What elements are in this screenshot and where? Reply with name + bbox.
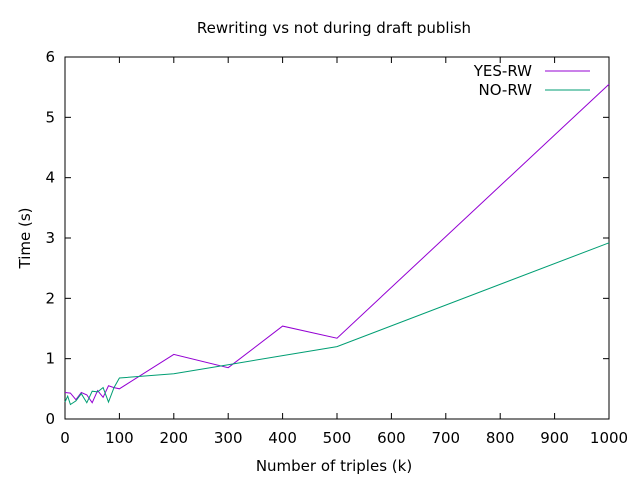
y-tick-label: 0: [45, 410, 55, 428]
x-tick-label: 600: [377, 429, 406, 447]
x-tick-label: 800: [486, 429, 515, 447]
x-tick-label: 300: [214, 429, 243, 447]
y-tick-label: 6: [45, 48, 55, 66]
plot-frame: [64, 56, 610, 420]
x-tick-label: 400: [268, 429, 297, 447]
x-tick-label: 100: [105, 429, 134, 447]
legend-label: NO-RW: [478, 81, 532, 99]
y-tick-label: 1: [45, 350, 55, 368]
series-line-yes-rw: [64, 83, 610, 404]
x-tick-label: 900: [540, 429, 569, 447]
y-tick-label: 4: [45, 169, 55, 187]
y-axis-label: Time (s): [16, 208, 34, 270]
x-tick-label: 200: [159, 429, 188, 447]
x-tick-label: 500: [323, 429, 352, 447]
y-tick-label: 2: [45, 289, 55, 307]
series-line-no-rw: [64, 242, 610, 406]
y-tick-label: 3: [45, 229, 55, 247]
series-layer: [64, 83, 610, 406]
chart-title: Rewriting vs not during draft publish: [197, 19, 471, 37]
x-tick-label: 700: [431, 429, 460, 447]
y-tick-label: 5: [45, 108, 55, 126]
x-tick-label: 0: [60, 429, 70, 447]
legend-label: YES-RW: [473, 62, 532, 80]
x-axis-label: Number of triples (k): [256, 457, 412, 475]
x-tick-label: 1000: [590, 429, 628, 447]
axes: 0 100 200 300 400 500 600 700 800 900 1000 0 1 2 3 4 5 6: [45, 48, 628, 447]
